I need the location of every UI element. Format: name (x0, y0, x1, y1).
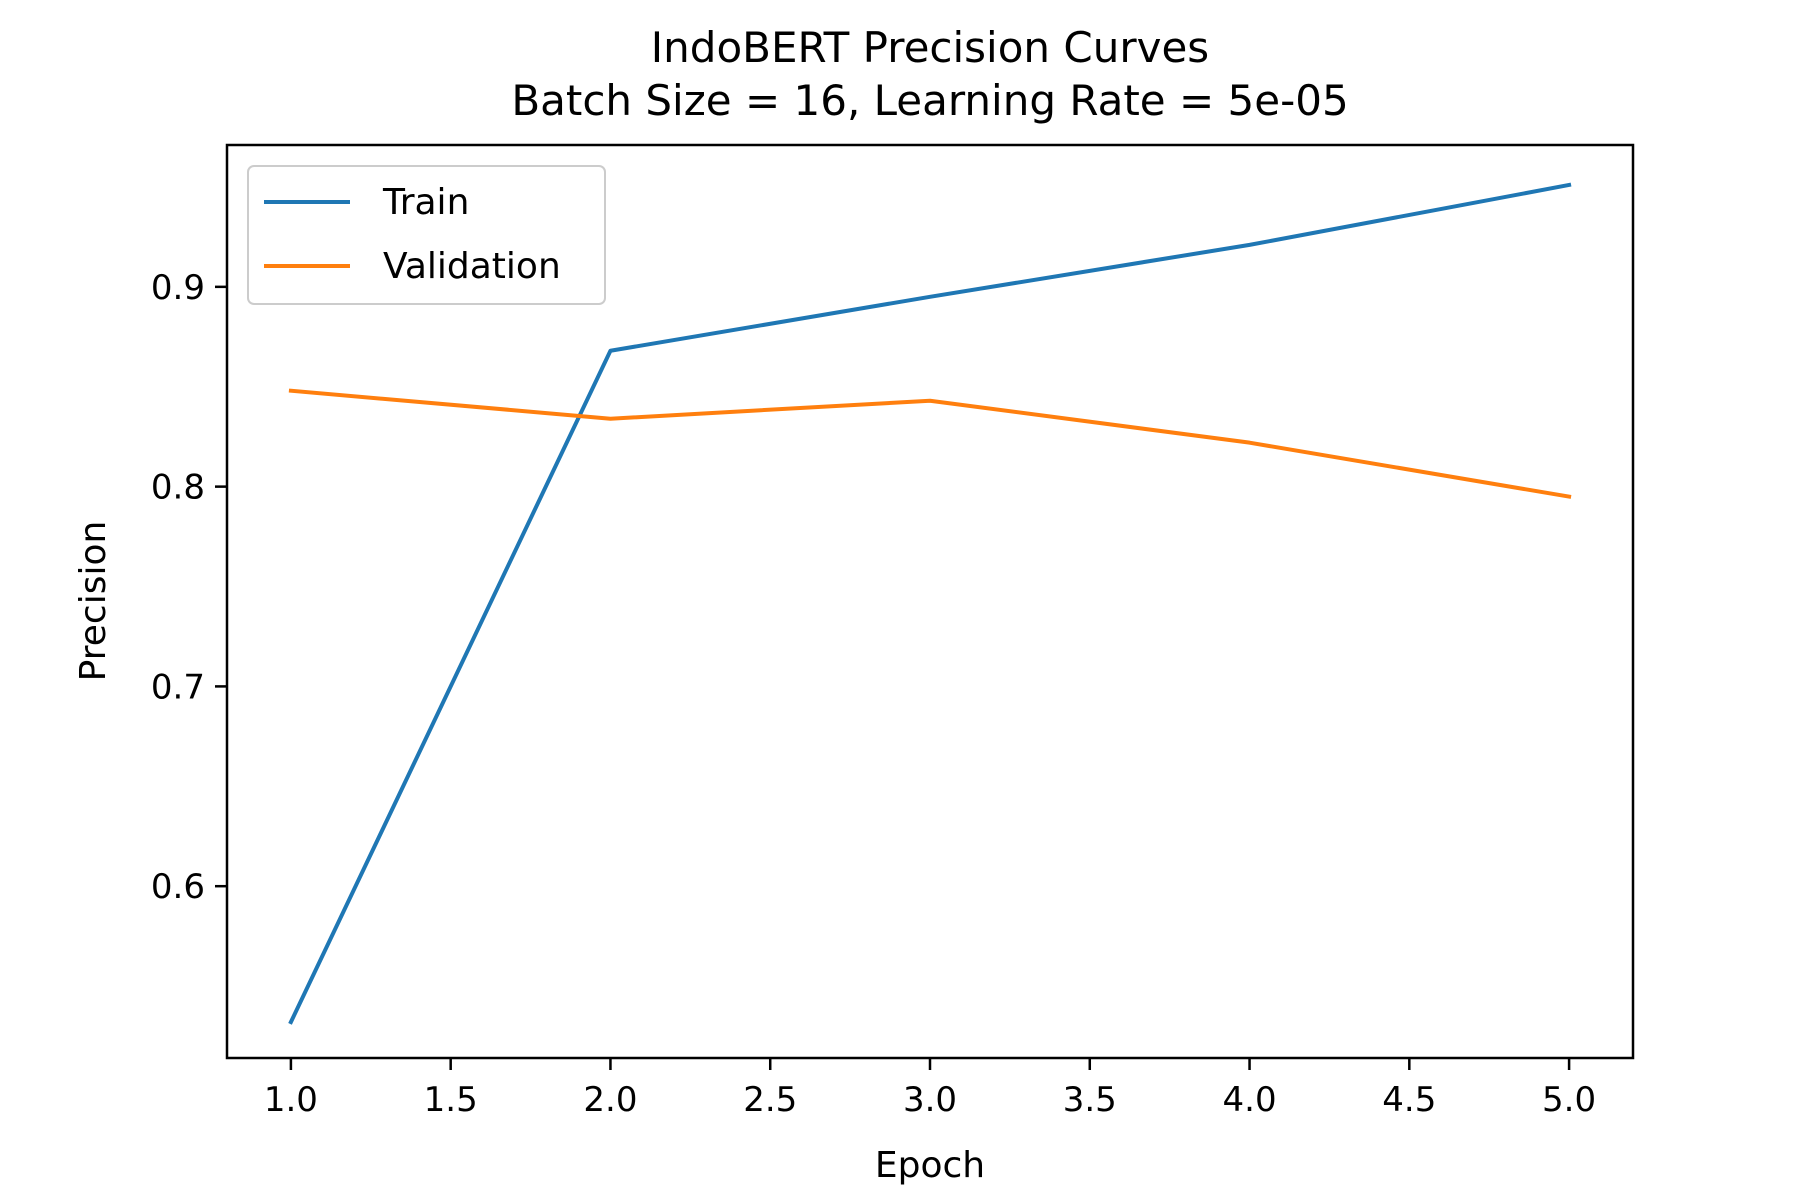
x-tick-label: 1.0 (264, 1080, 318, 1120)
x-axis-label: Epoch (875, 1145, 985, 1186)
x-tick-label: 4.0 (1223, 1080, 1277, 1120)
x-tick-label: 4.5 (1382, 1080, 1436, 1120)
series-line-train (288, 182, 1572, 1025)
y-axis-label: Precision (73, 521, 114, 682)
x-tick-label: 1.5 (424, 1080, 478, 1120)
y-tick-label: 0.9 (151, 268, 205, 308)
y-axis-ticks: 0.6 0.7 0.8 0.9 (151, 268, 227, 907)
plot-lines (288, 182, 1572, 1025)
legend: Train Validation (247, 165, 606, 305)
chart-subtitle: Batch Size = 16, Learning Rate = 5e-05 (511, 76, 1348, 125)
legend-label-validation: Validation (383, 246, 561, 287)
x-tick-label: 3.0 (903, 1080, 957, 1120)
x-tick-label: 2.5 (743, 1080, 797, 1120)
legend-label-train: Train (382, 182, 469, 223)
x-tick-label: 5.0 (1542, 1080, 1596, 1120)
x-tick-label: 3.5 (1063, 1080, 1117, 1120)
x-axis-ticks: 1.0 1.5 2.0 2.5 3.0 3.5 4.0 4.5 5.0 (264, 1058, 1596, 1120)
x-tick-label: 2.0 (583, 1080, 637, 1120)
legend-items: Train Validation (264, 182, 561, 287)
series-line-validation (288, 388, 1572, 499)
y-tick-label: 0.6 (151, 867, 205, 907)
y-tick-label: 0.7 (151, 667, 205, 707)
y-tick-label: 0.8 (151, 468, 205, 508)
chart-title: IndoBERT Precision Curves (651, 23, 1209, 72)
